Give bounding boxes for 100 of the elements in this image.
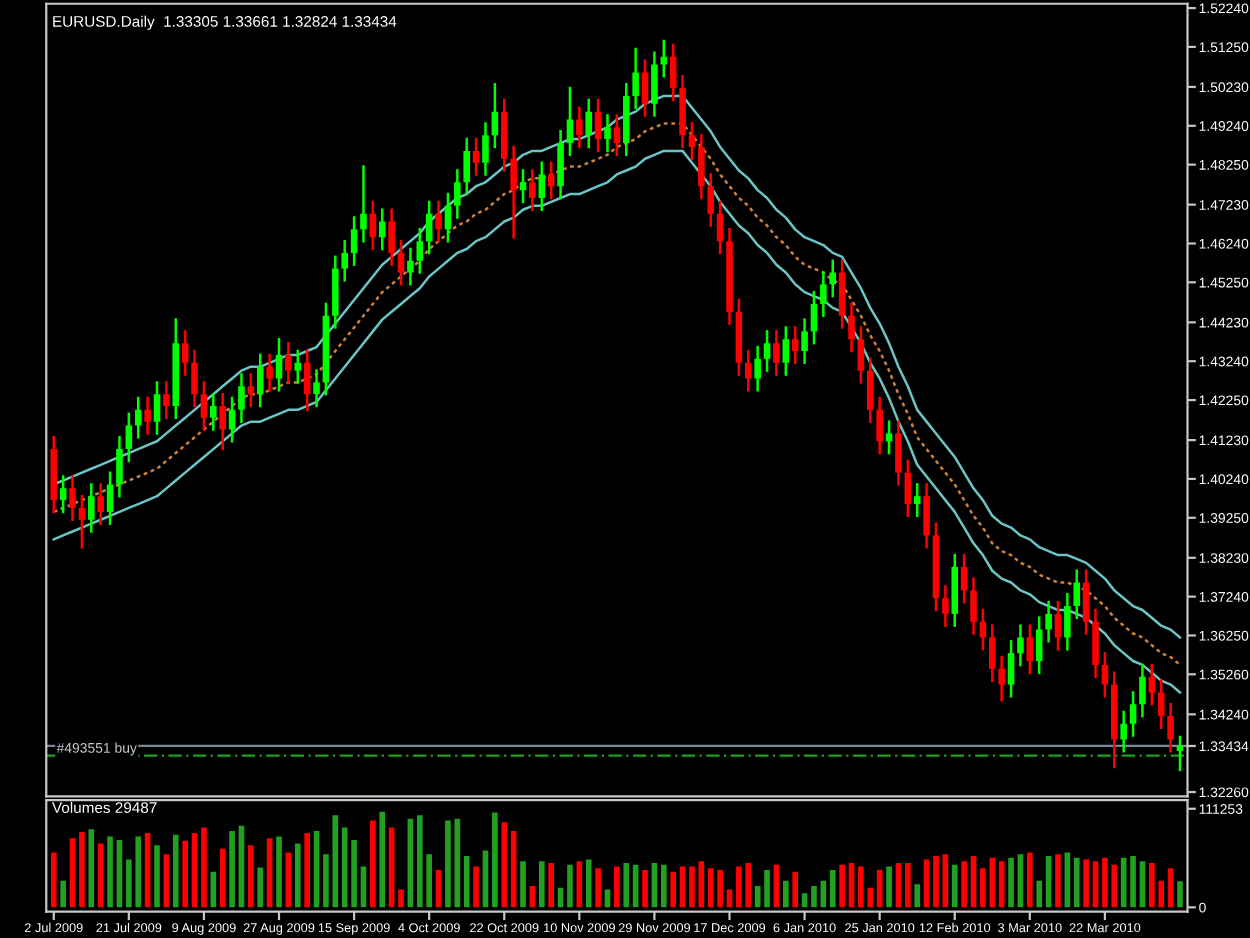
candlestick [904,459,912,518]
candlestick [407,247,414,286]
candlestick [763,330,771,372]
bar [201,827,207,908]
bar [304,832,310,908]
bar [50,852,57,908]
candlestick [210,392,217,431]
candlestick [1026,624,1034,675]
bar [933,855,939,908]
candlestick [1176,735,1184,772]
candlestick [679,75,686,149]
candlestick [632,47,639,109]
bar [1073,857,1080,908]
candlestick [181,330,189,376]
candlestick [285,341,292,384]
candlestick [313,369,320,408]
candlestick [134,396,142,439]
candlestick [1101,651,1109,698]
candlestick [266,353,273,392]
candlestick [332,255,339,329]
candlestick [78,494,86,549]
bar [172,834,179,908]
candlestick [773,330,780,376]
bar [951,864,958,908]
candlestick [1139,663,1146,718]
bar [829,870,836,908]
candlestick [219,392,226,451]
bar [914,884,921,908]
candlestick [651,51,658,117]
candlestick [1092,608,1099,678]
bar [154,845,160,908]
candlestick [970,577,977,635]
bar [445,820,451,908]
candlestick [791,326,799,365]
bar [398,889,404,908]
candlestick [200,381,208,431]
candlestick [463,137,470,196]
candlestick [1017,624,1024,667]
bar [520,861,526,908]
bar [219,848,226,908]
bar [548,863,554,908]
bar [614,866,620,908]
candlestick [247,373,255,408]
candlestick [529,169,536,211]
candlestick [1082,569,1090,635]
candlestick [998,655,1005,702]
bar [595,868,601,908]
candlestick [801,318,808,365]
candlestick [547,161,555,200]
candlestick [848,302,855,353]
bar [229,831,235,908]
bar [463,855,470,908]
candlestick [613,114,621,157]
candlestick [69,475,76,521]
candlestick [951,553,959,627]
bar [567,864,573,908]
bar [538,861,545,908]
candlestick [519,169,527,204]
candlestick [106,471,114,525]
candlestick [885,420,893,455]
bar [689,866,695,908]
bar [210,871,217,908]
bar [642,870,648,908]
bar [60,880,66,908]
bar [107,836,113,908]
bar [1036,880,1043,908]
bar [670,871,676,908]
candlestick [1167,702,1174,753]
candlestick [238,373,245,423]
candlestick [500,98,508,172]
candlestick [435,200,442,243]
candlestick [641,59,649,117]
bar [379,811,386,908]
candlestick [669,43,677,102]
candlestick [454,169,461,219]
candlestick [341,239,348,282]
candlestick [707,173,715,227]
candlestick [397,239,405,286]
candlestick [116,436,123,498]
candlestick [1157,679,1165,729]
candlestick [698,133,705,200]
candlestick [472,137,480,176]
candlestick [256,353,264,408]
candlestick [576,106,583,149]
bar [1130,855,1136,908]
bar [811,886,817,908]
candlestick [895,420,902,486]
bar [276,836,282,908]
bar [294,843,301,908]
bar [501,822,508,908]
bar [492,812,498,908]
candlestick [388,208,395,266]
candlestick [604,114,611,153]
candlestick [829,259,837,298]
candlestick [585,98,592,149]
candlestick [163,381,170,419]
candlestick [510,145,517,239]
candlestick [913,483,921,518]
candlestick [876,396,883,455]
candlestick [716,200,724,255]
